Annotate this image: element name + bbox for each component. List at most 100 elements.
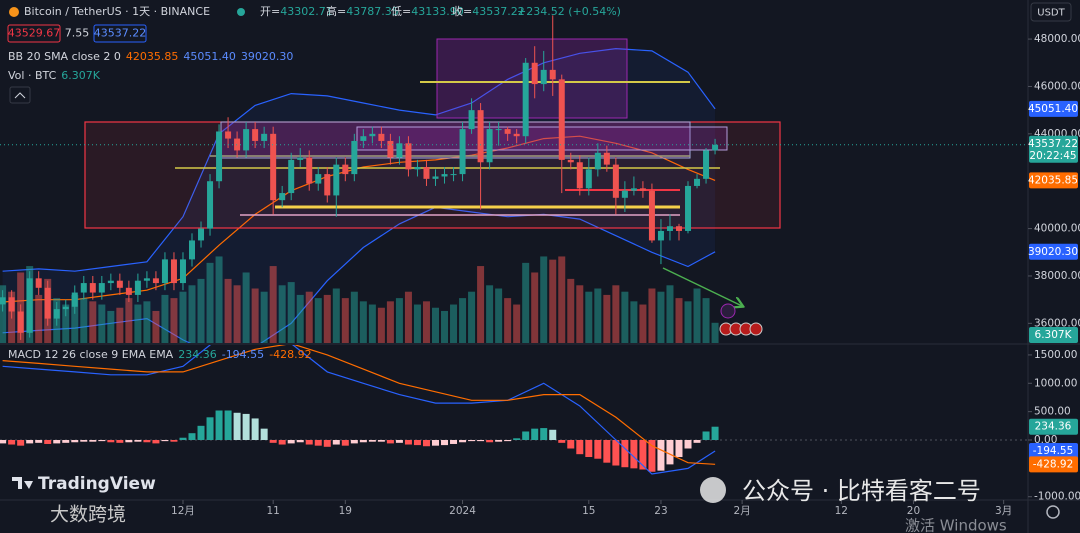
price-tag xyxy=(1029,135,1078,163)
buy-button[interactable] xyxy=(93,24,147,43)
candle-body xyxy=(639,188,646,191)
price-tag xyxy=(1029,418,1078,435)
candle-body xyxy=(26,278,33,333)
volume-bar xyxy=(35,294,43,343)
candle-body xyxy=(8,297,15,312)
wechat-icon xyxy=(700,477,726,503)
histogram-bar xyxy=(594,439,602,459)
range-box[interactable] xyxy=(220,121,691,159)
candle-body xyxy=(89,283,96,293)
volume-bar xyxy=(251,288,259,343)
x-tick-label: 12 xyxy=(835,505,848,517)
volume-bar xyxy=(540,256,548,343)
candle-body xyxy=(53,309,60,319)
volume-bar xyxy=(576,285,584,343)
candle-body xyxy=(306,157,313,184)
symbol[interactable]: Bitcoin / TetherUS · 1天 · BINANCE xyxy=(24,5,210,18)
range-box[interactable] xyxy=(356,126,728,151)
candle-body xyxy=(225,131,232,139)
ohlc-value: 43302.71 xyxy=(280,5,333,18)
candle-body xyxy=(315,174,322,184)
volume-layer xyxy=(0,256,719,343)
price-tag xyxy=(1029,456,1078,473)
histogram-bar xyxy=(468,439,476,442)
candle-body xyxy=(342,164,349,175)
volume-bar xyxy=(513,304,521,343)
candle-body xyxy=(459,129,466,175)
volume-bar xyxy=(693,288,701,343)
volume-bar xyxy=(161,294,169,343)
histogram-bar xyxy=(495,439,503,442)
volume-bar xyxy=(179,291,187,343)
histogram-bar xyxy=(540,428,548,440)
candle-body xyxy=(62,306,69,310)
histogram-bar xyxy=(215,410,223,440)
vol-value: 6.307K xyxy=(61,69,100,82)
account-watermark: 公众号 · 比特看客二号 xyxy=(742,477,981,505)
histogram-bar xyxy=(350,439,358,444)
y-tick-label: 1500.00 xyxy=(1034,349,1077,361)
histogram-bar xyxy=(675,439,683,458)
volume-bar xyxy=(459,298,467,343)
sell-button[interactable] xyxy=(7,24,61,43)
candle-body xyxy=(585,169,592,189)
volume-bar xyxy=(486,285,494,343)
histogram-bar xyxy=(179,437,187,440)
histogram-bar xyxy=(441,439,449,446)
collapse-button[interactable] xyxy=(9,86,31,104)
price-tag-label: -428.92 xyxy=(1033,458,1074,470)
candle-body xyxy=(152,278,159,284)
y-tick-label: -1000.00 xyxy=(1034,491,1080,503)
event-flag[interactable] xyxy=(749,322,763,336)
volume-bar xyxy=(125,298,133,343)
volume-bar xyxy=(621,291,629,343)
candle-body xyxy=(44,287,51,319)
currency[interactable]: USDT xyxy=(1037,8,1065,19)
histogram-bar xyxy=(125,439,133,443)
currency-button[interactable] xyxy=(1030,2,1072,22)
y-tick-label: 0.00 xyxy=(1034,434,1057,446)
x-tick-label: 3月 xyxy=(995,505,1012,517)
histogram-bar xyxy=(53,439,61,444)
range-box[interactable] xyxy=(84,121,781,229)
histogram-bar xyxy=(287,439,295,444)
price-tag-label: -194.55 xyxy=(1033,445,1074,457)
volume-bar xyxy=(531,272,539,343)
sell-price[interactable]: 43529.67 xyxy=(8,27,61,40)
y-tick-label: 40000.00 xyxy=(1034,223,1080,235)
volume-bar xyxy=(107,310,115,343)
vol-legend[interactable]: Vol · BTC 6.307K xyxy=(8,69,101,82)
settings-button[interactable] xyxy=(1046,505,1060,519)
candle-body xyxy=(107,280,114,284)
candle-body xyxy=(423,166,430,179)
candle-body xyxy=(486,129,493,163)
volume-bar xyxy=(495,288,503,343)
candle-body xyxy=(0,297,6,305)
macd-name: MACD 12 26 close 9 EMA EMA xyxy=(8,348,174,361)
drawings xyxy=(84,38,781,336)
histogram-bar xyxy=(684,439,692,449)
x-tick-label: 15 xyxy=(582,505,595,517)
histogram-bar xyxy=(269,439,277,443)
volume-bar xyxy=(89,301,97,343)
candle-body xyxy=(216,131,223,182)
ohlc-key: 高= xyxy=(326,4,346,18)
macd-legend[interactable]: MACD 12 26 close 9 EMA EMA 234.36 -194.55-… xyxy=(8,348,312,361)
candle-body xyxy=(648,190,655,241)
histogram-bar xyxy=(278,439,286,445)
volume-bar xyxy=(675,298,683,343)
candle-body xyxy=(558,79,565,160)
volume-bar xyxy=(441,310,449,343)
histogram-bar xyxy=(8,439,16,445)
event-icon[interactable] xyxy=(720,303,736,319)
histogram-bar xyxy=(0,439,7,444)
bb-legend[interactable]: BB 20 SMA close 2 0 42035.85 45051.40 39020… xyxy=(8,50,293,63)
ohlc-key: 低= xyxy=(391,5,411,18)
ohlc-value: 43133.90 xyxy=(411,5,464,18)
buy-price[interactable]: 43537.22 xyxy=(94,27,147,40)
trend-arrow[interactable] xyxy=(662,267,742,306)
candle-body xyxy=(170,259,177,284)
candle-body xyxy=(288,159,295,194)
